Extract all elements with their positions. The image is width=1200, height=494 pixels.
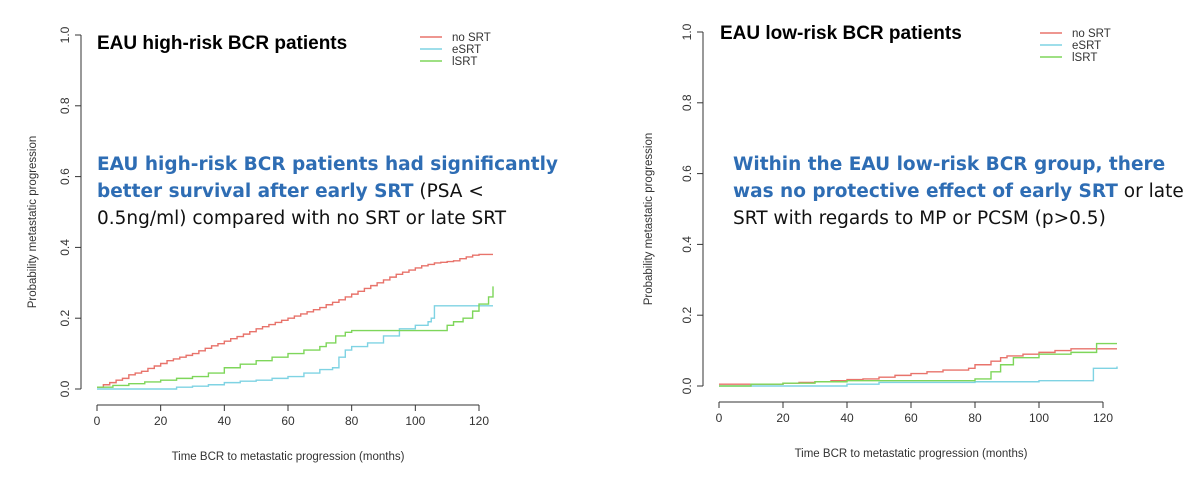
right-chart-panel: 0 20 40 60 80 100 120 0.0 0.2 0.4 0.6 0.8 1.0 Time BC… bbox=[600, 0, 1200, 494]
legend-label: lSRT bbox=[1072, 52, 1097, 64]
series-line-lsrt bbox=[719, 342, 1117, 387]
series-line-no-srt bbox=[97, 253, 493, 388]
x-tick-label: 0 bbox=[94, 414, 101, 428]
x-tick-label: 80 bbox=[968, 411, 982, 425]
right-chart-svg: 0 20 40 60 80 100 120 0.0 0.2 0.4 0.6 0.8 1.0 Time BC… bbox=[643, 23, 1118, 460]
x-tick-label: 40 bbox=[218, 414, 232, 428]
left-chart-callout: EAU high-risk BCR patients had significa… bbox=[97, 151, 567, 232]
left-chart-panel: 0 20 40 60 80 100 120 0.0 0.2 0.4 0.6 0.8 1.0 Time BC… bbox=[27, 26, 567, 463]
left-chart-svg: 0 20 40 60 80 100 120 0.0 0.2 0.4 0.6 0.8 1.0 Time BC… bbox=[27, 26, 494, 463]
y-tick-label: 0.8 bbox=[680, 94, 694, 111]
x-axis-label: Time BCR to metastatic progression (mont… bbox=[172, 451, 405, 463]
y-tick-label: 0.2 bbox=[58, 310, 72, 327]
y-tick-label: 0.8 bbox=[58, 97, 72, 114]
series-line-esrt bbox=[97, 305, 493, 390]
y-tick-label: 0.6 bbox=[680, 165, 694, 182]
y-tick-label: 0.6 bbox=[58, 168, 72, 185]
legend-label: eSRT bbox=[1072, 40, 1101, 52]
legend-label: eSRT bbox=[452, 44, 481, 56]
left-callout-rest: (PSA < 0.5ng/ml) compared with no SRT or… bbox=[97, 181, 507, 229]
x-tick-label: 100 bbox=[405, 414, 425, 428]
series-line-esrt bbox=[719, 366, 1118, 387]
x-tick-label: 120 bbox=[469, 414, 489, 428]
series-line-lsrt bbox=[97, 286, 494, 388]
y-tick-label: 0.4 bbox=[58, 239, 72, 256]
legend-label: no SRT bbox=[452, 32, 491, 44]
right-chart-callout: Within the EAU low-risk BCR group, there… bbox=[733, 151, 1188, 232]
y-tick-label: 0.0 bbox=[680, 377, 694, 394]
x-tick-label: 40 bbox=[840, 411, 854, 425]
y-tick-label: 0.4 bbox=[680, 236, 694, 253]
right-callout-rest: or late SRT with regards to MP or PCSM (… bbox=[733, 181, 1184, 229]
x-tick-label: 60 bbox=[904, 411, 918, 425]
x-tick-label: 120 bbox=[1093, 411, 1113, 425]
x-tick-label: 100 bbox=[1029, 411, 1049, 425]
x-tick-label: 80 bbox=[345, 414, 359, 428]
y-tick-label: 0.2 bbox=[680, 307, 694, 324]
left-callout-highlight: EAU high-risk BCR patients had significa… bbox=[97, 154, 558, 202]
y-tick-label: 0.0 bbox=[58, 380, 72, 397]
y-axis-label: Probability metastatic progression bbox=[27, 136, 39, 309]
right-chart-title: EAU low-risk BCR patients bbox=[720, 23, 962, 44]
legend-label: lSRT bbox=[452, 56, 477, 68]
x-tick-label: 20 bbox=[776, 411, 790, 425]
left-chart-title: EAU high-risk BCR patients bbox=[97, 33, 348, 54]
y-tick-label: 1.0 bbox=[680, 23, 694, 40]
x-tick-label: 0 bbox=[716, 411, 723, 425]
x-tick-label: 20 bbox=[154, 414, 168, 428]
x-tick-label: 60 bbox=[281, 414, 295, 428]
y-axis-label: Probability metastatic progression bbox=[643, 133, 655, 306]
right-callout-highlight: Within the EAU low-risk BCR group, there… bbox=[733, 154, 1166, 202]
y-tick-label: 1.0 bbox=[58, 26, 72, 43]
legend-label: no SRT bbox=[1072, 28, 1111, 40]
x-axis-label: Time BCR to metastatic progression (mont… bbox=[795, 448, 1028, 460]
